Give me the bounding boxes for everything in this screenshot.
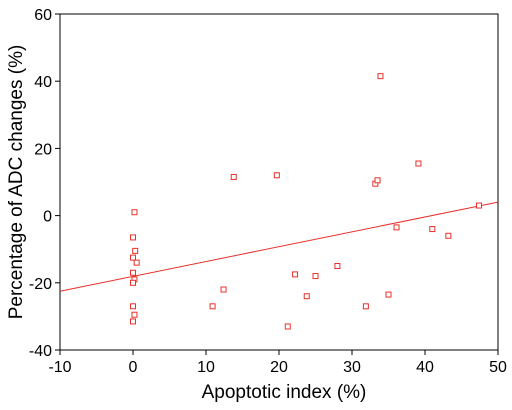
plot-area: -10 0 10 20 30 40 50 -40 -20 0 20 40 60 — [29, 7, 507, 376]
data-point — [131, 209, 138, 216]
data-point — [374, 177, 381, 184]
data-point — [130, 269, 136, 276]
data-point — [130, 234, 136, 241]
x-tick-label: 40 — [416, 359, 434, 376]
data-point — [334, 263, 341, 269]
data-point — [292, 271, 299, 278]
data-point — [209, 303, 216, 310]
data-point — [385, 291, 392, 298]
data-point — [130, 318, 136, 325]
data-point — [476, 202, 483, 209]
data-point — [133, 259, 140, 266]
regression-line — [59, 201, 499, 292]
data-point — [415, 160, 422, 167]
x-tick-label: 10 — [197, 359, 215, 376]
data-point — [284, 323, 291, 330]
x-tick-label: 50 — [489, 359, 507, 376]
data-point — [377, 73, 384, 80]
data-point — [132, 247, 139, 254]
data-point — [230, 173, 237, 180]
y-tick-label: -20 — [29, 276, 52, 293]
x-tick-label: 0 — [129, 359, 138, 376]
y-axis-title: Percentage of ADC changes (%) — [6, 45, 27, 320]
y-tick-label: 60 — [34, 7, 52, 24]
x-axis-title: Apoptotic index (%) — [202, 382, 367, 403]
data-point — [393, 224, 400, 231]
y-tick-label: 40 — [34, 74, 52, 91]
data-point — [445, 232, 452, 239]
data-point — [429, 226, 436, 233]
y-tick-label: 0 — [43, 209, 52, 226]
data-point — [273, 172, 280, 179]
data-point — [130, 303, 136, 310]
data-point — [220, 286, 227, 293]
data-point — [131, 311, 138, 318]
x-tick-label: 30 — [343, 359, 361, 376]
x-tick-label: -10 — [48, 359, 71, 376]
y-tick-label: 20 — [34, 141, 52, 158]
data-point — [303, 293, 310, 300]
data-point — [362, 303, 369, 310]
x-tick-label: 20 — [270, 359, 288, 376]
data-point — [130, 279, 136, 286]
plot-frame — [59, 13, 499, 351]
data-point — [130, 254, 136, 261]
y-tick-label: -40 — [29, 343, 52, 360]
data-point — [312, 273, 319, 280]
